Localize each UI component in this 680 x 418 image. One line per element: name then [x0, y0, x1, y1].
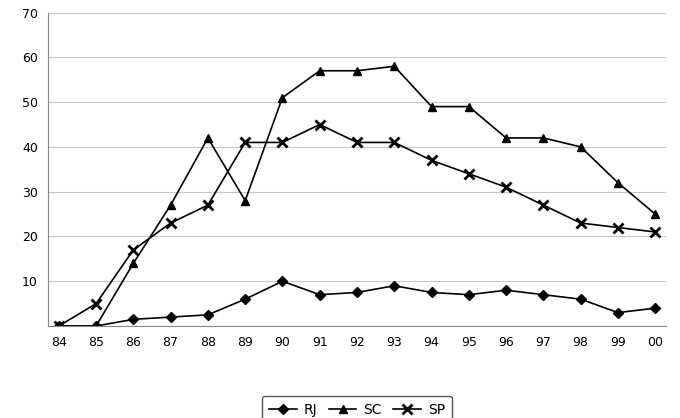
SC — [129, 261, 137, 266]
RJ — [577, 297, 585, 302]
Line: RJ: RJ — [55, 278, 659, 329]
SC — [464, 104, 473, 109]
SC — [577, 144, 585, 149]
Line: SC: SC — [54, 62, 660, 330]
RJ — [539, 292, 547, 297]
SC — [278, 95, 286, 100]
RJ — [614, 310, 622, 315]
SC — [390, 64, 398, 69]
SP — [241, 140, 250, 145]
SP — [204, 203, 212, 208]
RJ — [241, 297, 250, 302]
RJ — [651, 306, 660, 311]
SP — [278, 140, 286, 145]
SP — [92, 301, 100, 306]
RJ — [92, 324, 100, 329]
SC — [167, 203, 175, 208]
SC — [241, 198, 250, 203]
SC — [428, 104, 436, 109]
RJ — [167, 315, 175, 320]
SP — [167, 221, 175, 226]
SP — [502, 185, 510, 190]
SP — [390, 140, 398, 145]
SP — [539, 203, 547, 208]
Line: SP: SP — [54, 120, 660, 331]
SC — [614, 180, 622, 185]
RJ — [464, 292, 473, 297]
SP — [464, 171, 473, 176]
SC — [92, 324, 100, 329]
SP — [54, 324, 63, 329]
SP — [428, 158, 436, 163]
RJ — [428, 290, 436, 295]
SC — [539, 135, 547, 140]
SC — [651, 212, 660, 217]
SC — [353, 68, 361, 73]
SC — [204, 135, 212, 140]
Legend: RJ, SC, SP: RJ, SC, SP — [262, 396, 452, 418]
RJ — [390, 283, 398, 288]
RJ — [54, 324, 63, 329]
SC — [54, 324, 63, 329]
SP — [577, 221, 585, 226]
RJ — [129, 317, 137, 322]
RJ — [353, 290, 361, 295]
SC — [316, 68, 324, 73]
SP — [651, 229, 660, 234]
SP — [129, 247, 137, 252]
SP — [316, 122, 324, 127]
RJ — [204, 312, 212, 317]
SP — [614, 225, 622, 230]
SP — [353, 140, 361, 145]
RJ — [278, 279, 286, 284]
RJ — [316, 292, 324, 297]
SC — [502, 135, 510, 140]
RJ — [502, 288, 510, 293]
